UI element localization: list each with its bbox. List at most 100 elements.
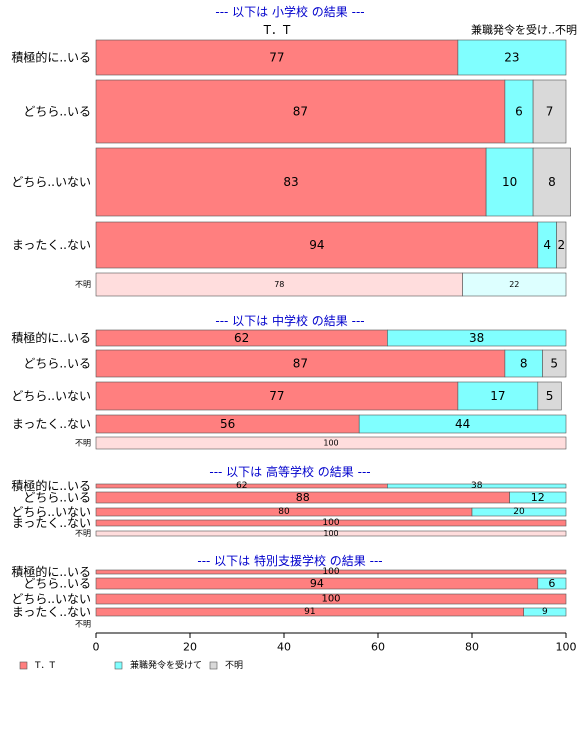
bar-segment-fumei — [532, 79, 567, 144]
data-label: 5 — [546, 389, 554, 403]
data-label: 20 — [513, 507, 525, 517]
legend-label: 不明 — [225, 660, 243, 671]
bar-segment-tt — [95, 530, 567, 537]
legend-swatch-kenshoku — [114, 661, 123, 670]
panel-title: --- 以下は 特別支援学校 の結果 --- — [197, 553, 382, 568]
bar-segment-kenshoku — [537, 577, 567, 590]
bar-segment-kenshoku — [457, 381, 539, 411]
data-label: 4 — [543, 238, 551, 252]
x-tick-label: 80 — [465, 641, 479, 654]
bar-segment-kenshoku — [523, 607, 567, 617]
legend-swatch-tt — [19, 661, 28, 670]
segment-header-label: T．T — [263, 23, 291, 37]
data-label: 78 — [274, 280, 284, 289]
data-label: 17 — [490, 389, 505, 403]
category-label: どちら..いない — [11, 389, 91, 403]
bar-segment-tt — [95, 79, 506, 144]
category-label: 不明 — [75, 620, 91, 629]
bar-segment-tt — [95, 436, 567, 450]
bar-segment-tt — [95, 39, 459, 76]
data-label: 8 — [548, 175, 556, 189]
data-label: 62 — [236, 481, 247, 491]
bar-segment-kenshoku — [471, 507, 567, 517]
category-label: 不明 — [75, 280, 91, 289]
category-label: まったく..ない — [12, 417, 91, 431]
category-label: どちら..いない — [11, 592, 91, 606]
bar-segment-tt — [95, 349, 506, 378]
category-label: どちら..いる — [23, 577, 91, 591]
bar-segment-tt — [95, 569, 567, 575]
bar-segment-kenshoku — [504, 79, 534, 144]
data-label: 100 — [322, 567, 339, 577]
data-label: 62 — [234, 331, 249, 345]
category-label: どちら..いない — [11, 175, 91, 189]
data-label: 77 — [269, 389, 284, 403]
bar-segment-kenshoku — [387, 329, 567, 347]
data-label: 6 — [515, 105, 523, 119]
bar-segment-fumei — [556, 221, 567, 269]
bar-segment-kenshoku — [457, 39, 567, 76]
bar-segment-kenshoku — [358, 414, 567, 434]
bar-segment-fumei — [537, 381, 562, 411]
category-label: 積極的に..いる — [11, 564, 91, 579]
data-label: 100 — [323, 529, 338, 538]
bar-segment-kenshoku — [387, 483, 567, 489]
bar-segment-tt — [95, 147, 487, 217]
data-label: 8 — [520, 357, 528, 371]
segment-header-label: 兼職発令を受け..不明 — [471, 23, 577, 37]
bar-segment-fumei — [532, 147, 571, 217]
legend-label: 兼職発令を受けて — [130, 659, 202, 671]
bar-segment-tt — [95, 381, 459, 411]
data-label: 88 — [296, 491, 310, 504]
category-label: まったく..ない — [12, 238, 91, 252]
data-label: 9 — [542, 607, 548, 617]
data-label: 23 — [504, 51, 519, 65]
bar-segment-fumei — [542, 349, 567, 378]
panel-title: --- 以下は 高等学校 の結果 --- — [209, 464, 370, 479]
bar-segment-tt — [95, 593, 567, 605]
x-tick-label: 20 — [183, 641, 197, 654]
data-label: 77 — [269, 51, 284, 65]
x-tick-label: 0 — [93, 641, 100, 654]
data-label: 100 — [323, 439, 338, 448]
bar-segment-tt — [95, 221, 539, 269]
data-label: 38 — [469, 331, 484, 345]
data-label: 10 — [502, 175, 517, 189]
category-label: まったく..ない — [12, 516, 91, 530]
data-label: 100 — [321, 594, 340, 605]
data-label: 100 — [322, 518, 339, 528]
bar-segment-kenshoku — [462, 272, 567, 297]
category-label: どちら..いる — [23, 105, 91, 119]
data-label: 94 — [309, 238, 324, 252]
category-label: 積極的に..いる — [11, 330, 91, 345]
panel-title: --- 以下は 小学校 の結果 --- — [215, 4, 364, 19]
data-label: 56 — [220, 417, 235, 431]
data-label: 22 — [509, 280, 519, 289]
x-tick-label: 40 — [277, 641, 291, 654]
data-label: 94 — [310, 577, 324, 590]
category-label: どちら..いる — [23, 491, 91, 505]
bar-segment-kenshoku — [485, 147, 534, 217]
category-label: まったく..ない — [12, 605, 91, 619]
category-label: どちら..いる — [23, 357, 91, 371]
x-tick-label: 100 — [556, 641, 577, 654]
data-label: 91 — [304, 607, 315, 617]
bar-segment-kenshoku — [509, 491, 567, 504]
panel-title: --- 以下は 中学校 の結果 --- — [215, 313, 364, 328]
bar-segment-tt — [95, 519, 567, 527]
data-label: 44 — [455, 417, 470, 431]
data-label: 80 — [278, 507, 290, 517]
category-label: どちら..いない — [11, 505, 91, 519]
category-label: 積極的に..いる — [11, 50, 91, 65]
data-label: 38 — [471, 481, 483, 491]
data-label: 5 — [550, 357, 558, 371]
data-label: 12 — [531, 491, 545, 504]
legend-swatch-fumei — [209, 661, 218, 670]
category-label: 積極的に..いる — [11, 478, 91, 493]
data-label: 2 — [557, 238, 565, 252]
category-label: 不明 — [75, 439, 91, 448]
data-label: 87 — [293, 357, 308, 371]
data-label: 83 — [283, 175, 298, 189]
